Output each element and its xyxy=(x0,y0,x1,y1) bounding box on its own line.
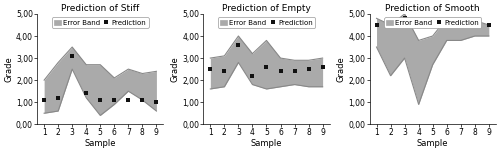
X-axis label: Sample: Sample xyxy=(84,139,116,148)
Title: Prediction of Stiff: Prediction of Stiff xyxy=(61,4,140,13)
Legend: Error Band, Prediction: Error Band, Prediction xyxy=(52,17,148,28)
Legend: Error Band, Prediction: Error Band, Prediction xyxy=(384,17,481,28)
Title: Prediction of Smooth: Prediction of Smooth xyxy=(386,4,480,13)
Legend: Error Band, Prediction: Error Band, Prediction xyxy=(218,17,315,28)
Y-axis label: Grade: Grade xyxy=(4,56,13,82)
X-axis label: Sample: Sample xyxy=(250,139,282,148)
Y-axis label: Grade: Grade xyxy=(336,56,345,82)
Y-axis label: Grade: Grade xyxy=(170,56,179,82)
Title: Prediction of Empty: Prediction of Empty xyxy=(222,4,311,13)
X-axis label: Sample: Sample xyxy=(417,139,448,148)
